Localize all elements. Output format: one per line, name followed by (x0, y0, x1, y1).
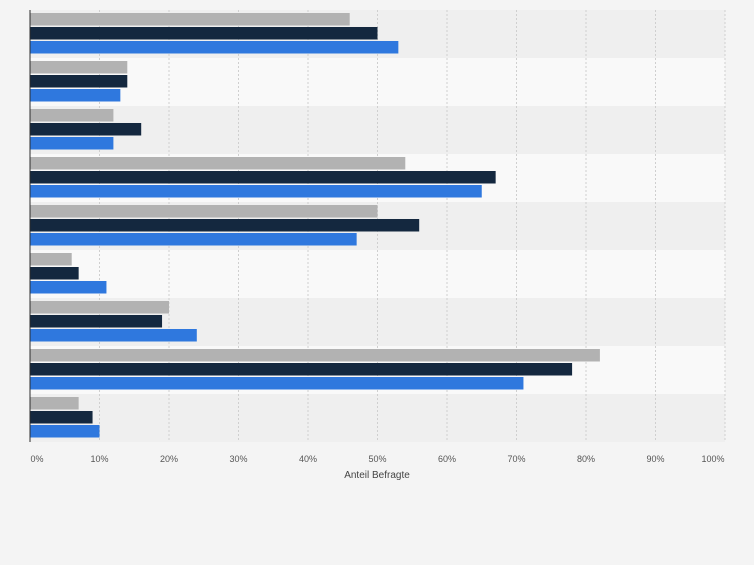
bar-category-8-series-3 (30, 377, 524, 390)
bar-category-1-series-2 (30, 27, 378, 40)
bar-category-4-series-1 (30, 157, 406, 170)
x-tick-label-100: 100% (701, 454, 724, 464)
bar-category-6-series-1 (30, 253, 72, 266)
bar-category-3-series-1 (30, 109, 114, 122)
x-tick-label-90: 90% (646, 454, 664, 464)
bar-category-6-series-2 (30, 267, 79, 280)
bar-category-5-series-1 (30, 205, 378, 218)
bar-category-3-series-3 (30, 137, 114, 150)
x-tick-label-60: 60% (438, 454, 456, 464)
bar-category-5-series-2 (30, 219, 420, 232)
bar-category-3-series-2 (30, 123, 142, 136)
bar-category-6-series-3 (30, 281, 107, 294)
bar-category-9-series-2 (30, 411, 93, 424)
x-tick-labels: 0% 10% 20% 30% 40% 50% 60% 70% 80% 90% 100% (30, 454, 724, 464)
bar-category-7-series-3 (30, 329, 197, 342)
bar-category-7-series-2 (30, 315, 163, 328)
x-tick-label-30: 30% (229, 454, 247, 464)
x-tick-label-70: 70% (507, 454, 525, 464)
x-tick-label-10: 10% (90, 454, 108, 464)
bar-category-1-series-3 (30, 41, 399, 54)
bar-category-8-series-2 (30, 363, 573, 376)
bar-category-9-series-3 (30, 425, 100, 438)
x-tick-label-0: 0% (30, 454, 43, 464)
x-axis-title: Anteil Befragte (344, 470, 410, 481)
x-tick-label-80: 80% (577, 454, 595, 464)
bar-category-5-series-3 (30, 233, 357, 246)
bar-category-2-series-3 (30, 89, 121, 102)
bar-category-9-series-1 (30, 397, 79, 410)
x-tick-label-20: 20% (160, 454, 178, 464)
x-tick-label-50: 50% (368, 454, 386, 464)
bars (30, 13, 600, 438)
bar-category-7-series-1 (30, 301, 169, 314)
bar-category-2-series-2 (30, 75, 128, 88)
bar-category-2-series-1 (30, 61, 128, 74)
bar-category-8-series-1 (30, 349, 600, 362)
bar-category-4-series-2 (30, 171, 496, 184)
bar-category-1-series-1 (30, 13, 350, 26)
bar-category-4-series-3 (30, 185, 482, 198)
x-tick-label-40: 40% (299, 454, 317, 464)
